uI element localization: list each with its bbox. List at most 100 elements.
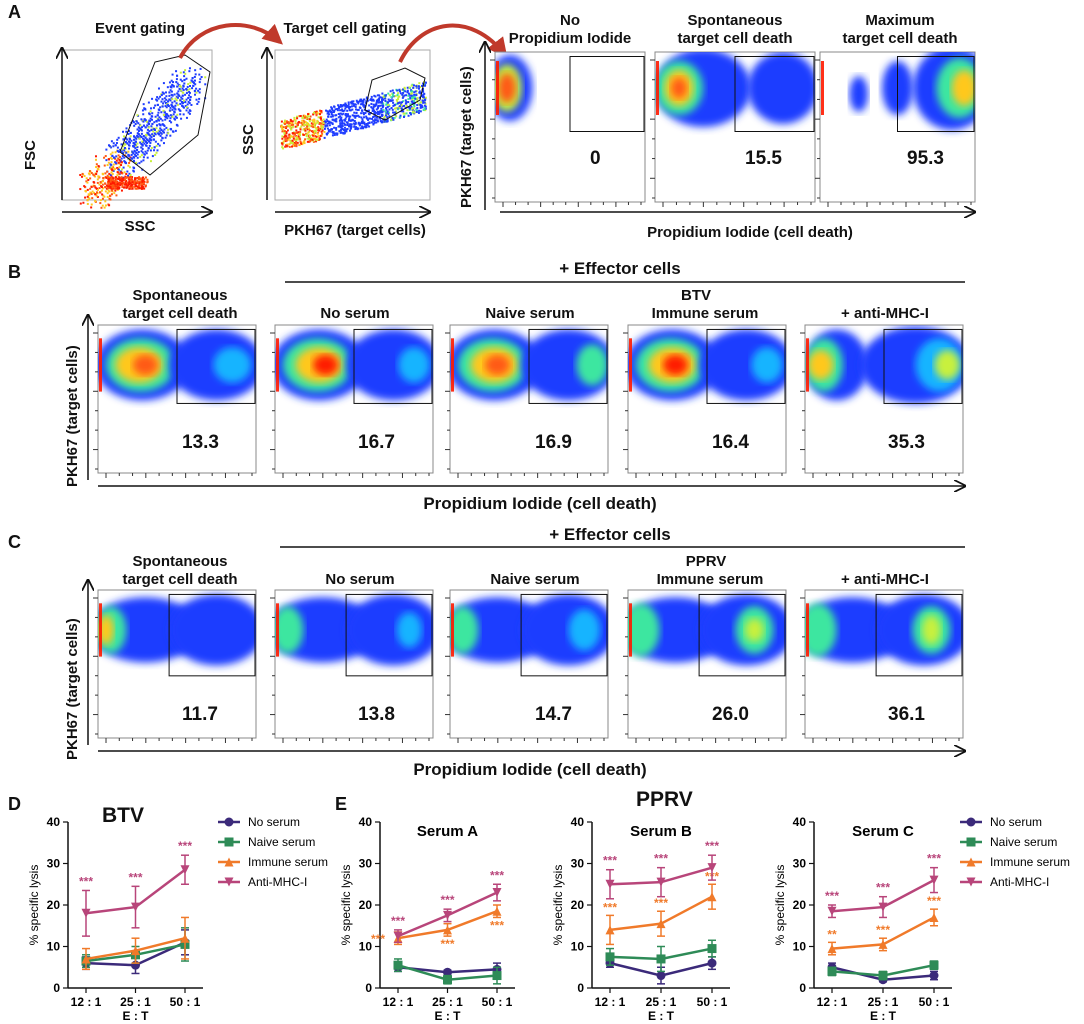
plot-c2-value: 13.8 [358, 704, 395, 725]
legend-marker [224, 817, 234, 827]
panel-b-virus: BTV [681, 287, 711, 304]
chart-3: 0 10 20 30 40 12 : 1 25 : 1 50 : 1 E : T % specif… [773, 815, 952, 1023]
x-tick-label: 25 : 1 [432, 995, 463, 1009]
gate-box [520, 593, 608, 677]
panel-c-xlabel: Propidium Iodide (cell death) [413, 760, 647, 779]
chart-title: Serum C [852, 823, 914, 840]
plot-b1-value: 13.3 [182, 432, 219, 453]
y-tick-label: 20 [793, 898, 807, 912]
significance-stars: *** [490, 868, 504, 882]
panel-a-ylabel: PKH67 (target cells) [458, 66, 475, 208]
plot-b3 [445, 324, 609, 478]
y-axis-label: % specific lysis [773, 865, 787, 946]
gate-box [883, 328, 963, 404]
plot-b4-title: Immune serum [651, 305, 759, 322]
significance-stars: *** [654, 852, 668, 866]
significance-stars: *** [79, 874, 93, 888]
gate-box [897, 56, 975, 132]
plot-c3-title: Naive serum [490, 571, 580, 588]
y-tick-label: 40 [47, 815, 61, 829]
plot-a3-value: 95.3 [907, 148, 944, 169]
data-point [656, 954, 666, 964]
gate-box [168, 593, 256, 677]
plot-c3-value: 14.7 [535, 704, 572, 725]
event-gate [119, 54, 211, 176]
target-gating-plot [267, 48, 430, 212]
data-point [878, 902, 888, 912]
x-axis-label: E : T [648, 1009, 675, 1023]
x-axis-label: E : T [435, 1009, 462, 1023]
significance-stars: *** [440, 893, 454, 907]
x-tick-label: 25 : 1 [868, 995, 899, 1009]
gate-box [353, 328, 433, 404]
data-point [605, 952, 615, 962]
data-point [827, 966, 837, 976]
y-tick-label: 0 [53, 981, 60, 995]
y-axis-label: % specific lysis [339, 865, 353, 946]
y-tick-label: 10 [793, 940, 807, 954]
panel-e-letter: E [335, 794, 348, 814]
plot-c1 [93, 589, 257, 743]
legend-pprv: No serum Naive serum Immune serum Anti-MHC-… [960, 815, 1070, 889]
legend-label: Immune serum [248, 855, 328, 869]
plot-a1 [490, 51, 646, 207]
y-tick-label: 30 [571, 857, 585, 871]
x-tick-label: 25 : 1 [646, 995, 677, 1009]
plot-a1-value: 0 [590, 148, 601, 169]
plot-a2-value: 15.5 [745, 148, 782, 169]
plot-b4-value: 16.4 [712, 432, 749, 453]
gate-box [875, 593, 963, 677]
data-point [393, 931, 403, 941]
significance-stars: *** [876, 881, 890, 895]
data-point [929, 960, 939, 970]
data-point [656, 877, 666, 887]
gate-box [528, 328, 608, 404]
data-point [131, 946, 140, 956]
data-point [180, 933, 190, 943]
y-tick-label: 10 [571, 940, 585, 954]
data-point [929, 971, 939, 981]
legend-label: Anti-MHC-I [248, 875, 307, 889]
gate-box [706, 328, 786, 404]
y-tick-label: 40 [359, 815, 373, 829]
plot-c5-title: + anti-MHC-I [841, 571, 929, 588]
plot-c5-value: 36.1 [888, 704, 925, 725]
event-gating-ylabel: FSC [22, 140, 39, 170]
plot-a2 [650, 51, 816, 207]
gate-box [698, 593, 786, 677]
significance-stars: *** [825, 889, 839, 903]
plot-c4-value: 26.0 [712, 704, 749, 725]
plot-b2-value: 16.7 [358, 432, 395, 453]
data-point [492, 906, 502, 916]
plot-b3-title: Naive serum [485, 305, 575, 322]
significance-stars: *** [178, 839, 192, 853]
gate-box [345, 593, 433, 677]
y-tick-label: 20 [359, 898, 373, 912]
plot-c2-title: No serum [325, 571, 395, 588]
data-point [707, 944, 717, 954]
y-tick-label: 40 [793, 815, 807, 829]
data-point [443, 910, 452, 920]
x-tick-label: 50 : 1 [482, 995, 513, 1009]
plot-c4 [623, 589, 787, 743]
x-tick-label: 12 : 1 [383, 995, 414, 1009]
panel-c-virus: PPRV [685, 553, 727, 570]
plot-b1 [93, 324, 257, 478]
data-point [605, 925, 615, 935]
legend-label: Naive serum [990, 835, 1057, 849]
data-point [443, 967, 452, 977]
chart-title: Serum B [630, 823, 692, 840]
y-tick-label: 30 [793, 857, 807, 871]
significance-stars: *** [705, 839, 719, 853]
data-point [878, 939, 888, 949]
y-tick-label: 0 [799, 981, 806, 995]
gating-arrow-1 [178, 22, 283, 59]
significance-stars: *** [490, 918, 504, 932]
y-axis-label: % specific lysis [27, 865, 41, 946]
panel-d-letter: D [8, 794, 21, 814]
data-point [707, 863, 717, 873]
significance-stars: *** [927, 852, 941, 866]
legend-marker [224, 877, 234, 887]
data-point [707, 892, 717, 902]
legend-btv: No serum Naive serum Immune serum Anti-MHC-… [218, 815, 328, 889]
